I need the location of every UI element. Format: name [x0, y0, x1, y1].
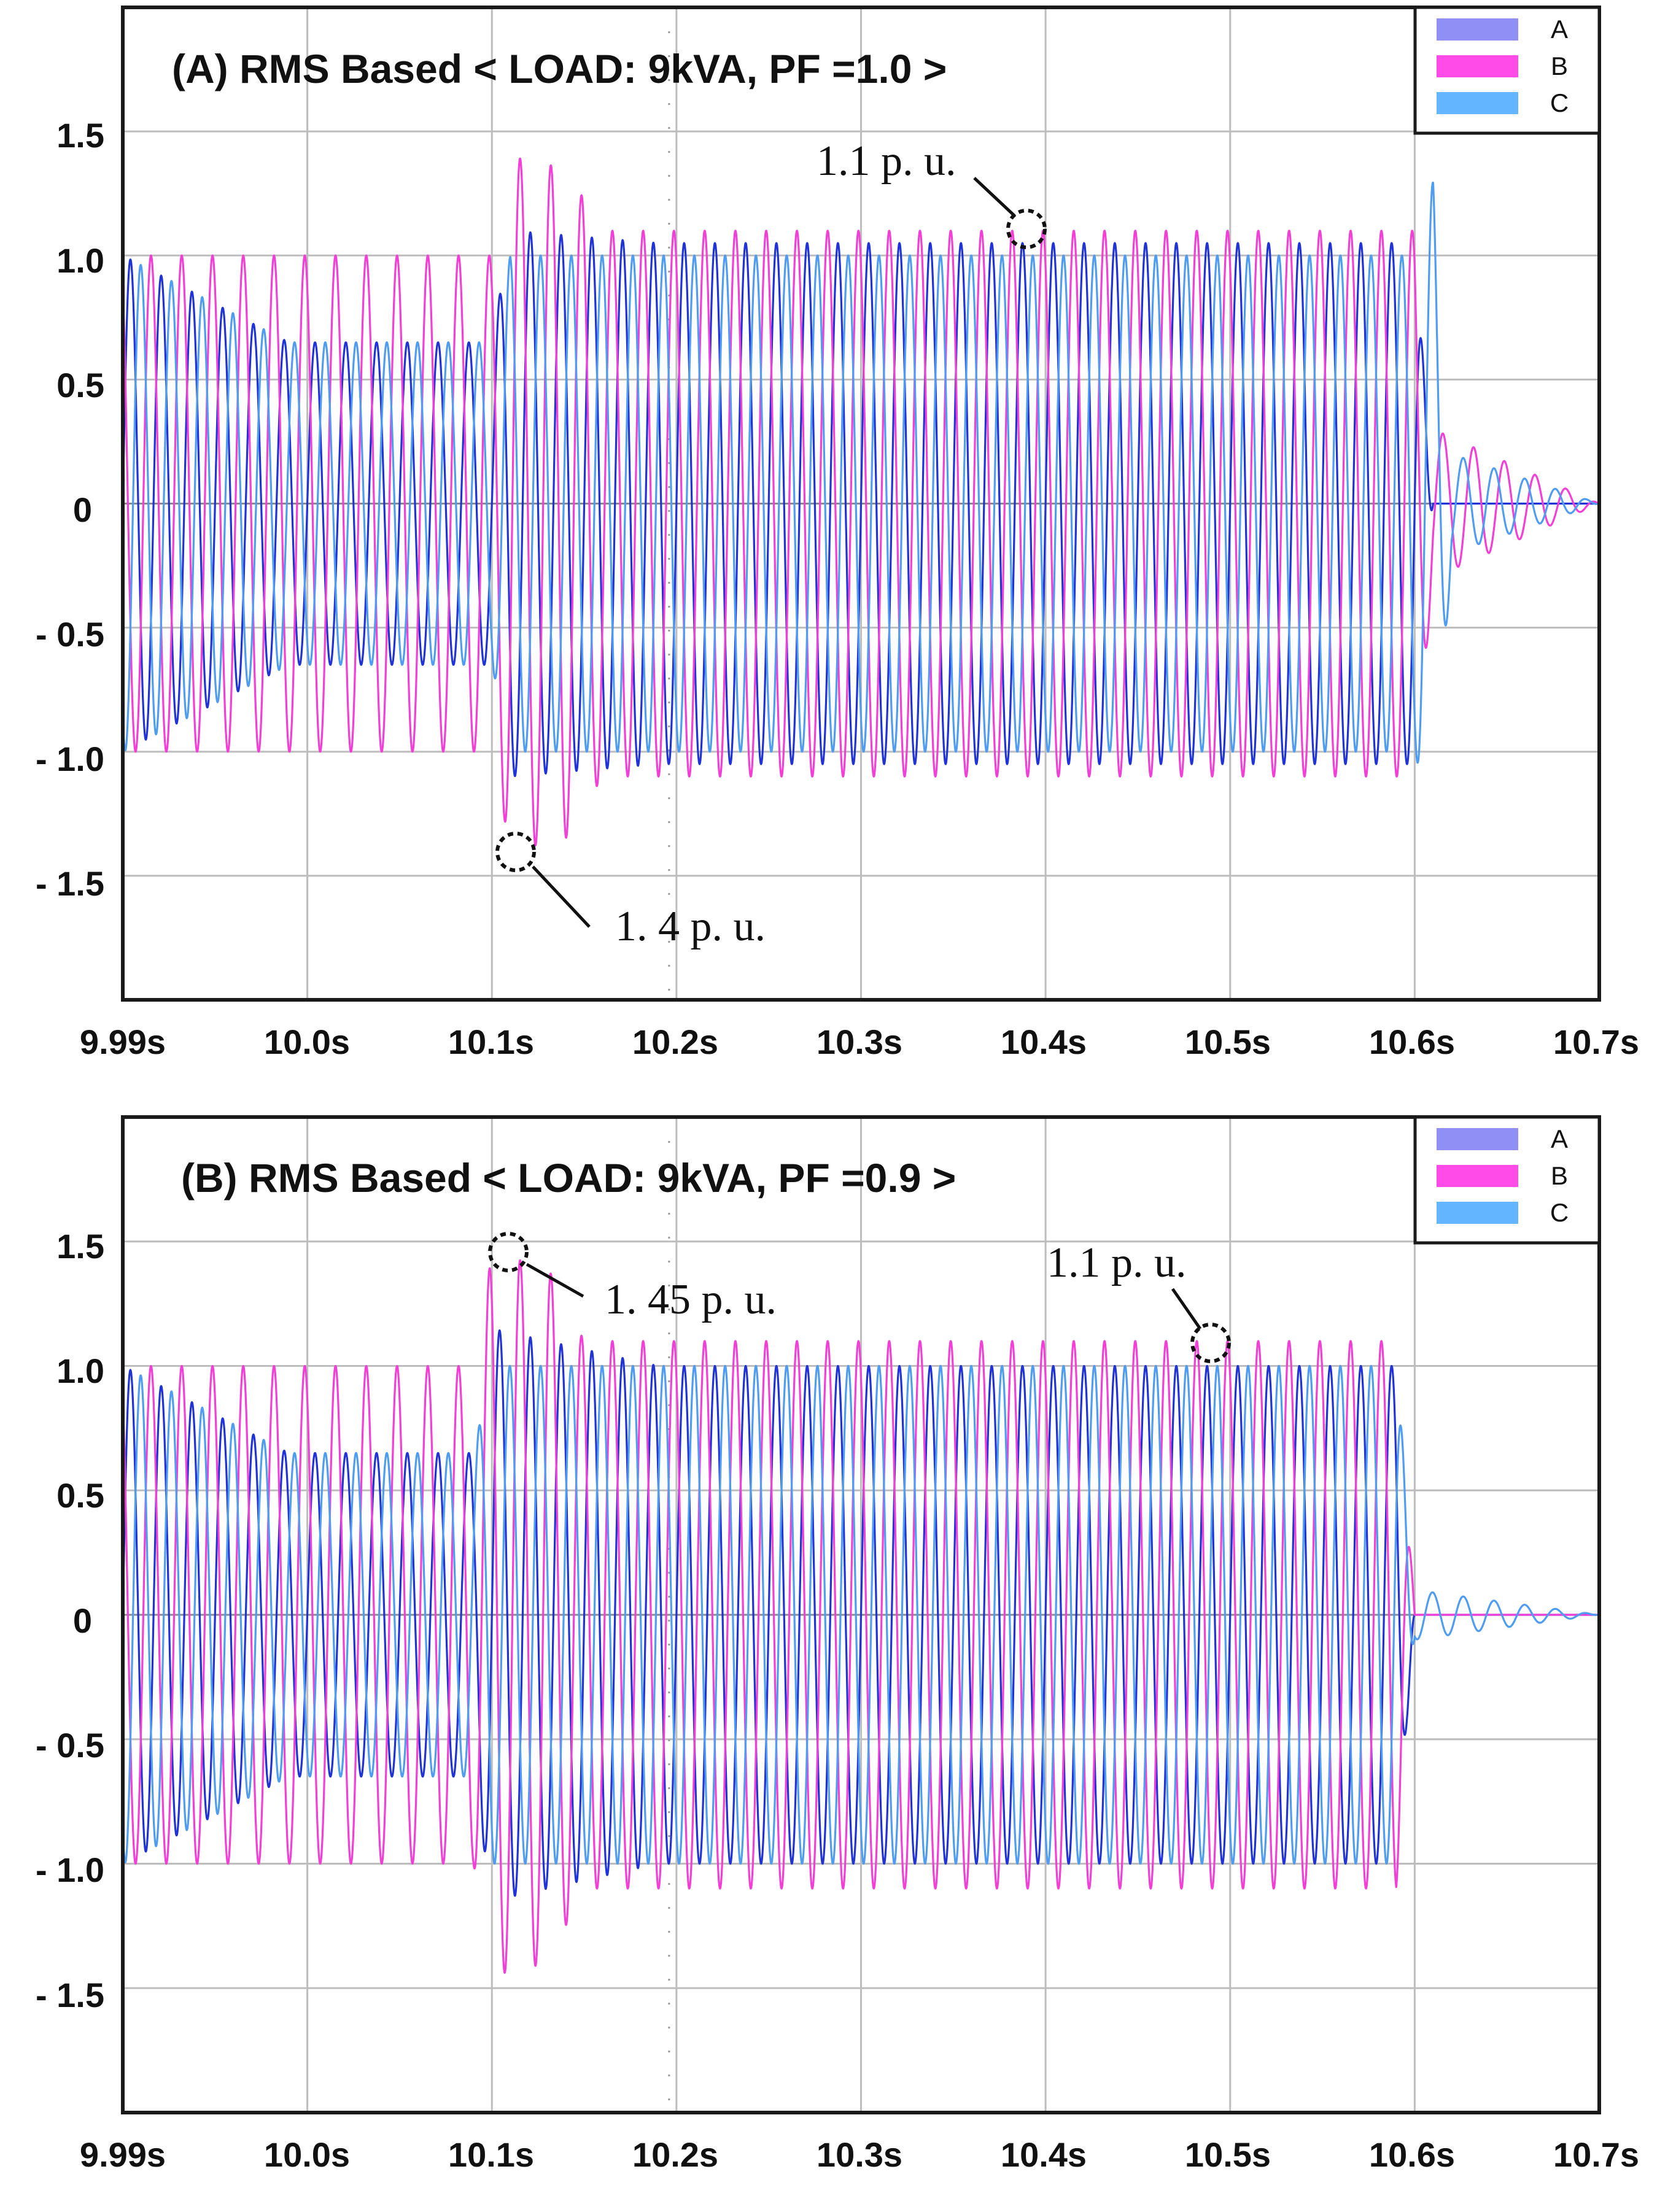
panel-b-legend-swatch-a [1437, 1128, 1518, 1150]
panel-a-legend-swatch-c [1437, 92, 1518, 114]
panel-a-annotation-1.4pu: 1. 4 p. u. [495, 832, 766, 950]
panel-a-xtick-9.99s: 9.99s [80, 1023, 166, 1061]
panel-a-xtick-10.3s: 10.3s [817, 1023, 902, 1061]
panel-b-xtick-10.2s: 10.2s [632, 2135, 718, 2174]
panel-b-xtick-10.4s: 10.4s [1001, 2135, 1087, 2174]
panel-b: (B) RMS Based < LOAD: 9kVA, PF =0.9 > 1.… [36, 1115, 1639, 2174]
panel-a-xtick-10.0s: 10.0s [264, 1023, 350, 1061]
panel-a-legend-label-c: C [1550, 88, 1569, 117]
panel-a-legend: A B C [1413, 6, 1601, 135]
panel-a-xtick-10.6s: 10.6s [1369, 1023, 1455, 1061]
panel-b-ytick-neg1.5: - 1.5 [36, 1976, 104, 2014]
panel-a: (A) RMS Based < LOAD: 9kVA, PF =1.0 > 1.… [36, 6, 1639, 1061]
panel-b-xtick-10.3s: 10.3s [817, 2135, 902, 2174]
panel-b-legend-label-c: C [1550, 1198, 1569, 1227]
panel-a-legend-swatch-b [1437, 55, 1518, 77]
panel-a-annotation-1.4pu-text: 1. 4 p. u. [615, 903, 766, 950]
panel-a-annotation-1.1pu: 1.1 p. u. [817, 137, 1047, 249]
panel-b-xtick-10.7s: 10.7s [1553, 2135, 1639, 2174]
panel-b-series-b-line [122, 1259, 1600, 1974]
panel-b-ytick-1.0: 1.0 [56, 1352, 104, 1390]
panel-a-legend-label-a: A [1551, 15, 1568, 44]
panel-b-plot-border [121, 1115, 1601, 2114]
panel-a-xtick-10.5s: 10.5s [1185, 1023, 1271, 1061]
panel-b-ytick-neg1.0: - 1.0 [36, 1850, 104, 1889]
panel-b-legend: A B C [1413, 1115, 1601, 1245]
panel-a-annotation-1.1pu-text: 1.1 p. u. [817, 137, 956, 185]
panel-a-xtick-10.1s: 10.1s [448, 1023, 534, 1061]
panel-b-xtick-10.6s: 10.6s [1369, 2135, 1455, 2174]
panel-b-xtick-10.5s: 10.5s [1185, 2135, 1271, 2174]
panel-b-annotation-1.1pu-leader [1171, 1288, 1202, 1330]
panel-b-legend-swatch-c [1437, 1202, 1518, 1224]
panel-b-annotation-1.45pu: 1. 45 p. u. [488, 1232, 777, 1323]
panel-b-annotation-1.45pu-marker [488, 1232, 529, 1272]
panel-a-title: (A) RMS Based < LOAD: 9kVA, PF =1.0 > [172, 46, 947, 91]
panel-b-annotation-1.1pu-text: 1.1 p. u. [1047, 1239, 1187, 1286]
panel-b-annotation-1.1pu-marker [1190, 1323, 1231, 1363]
panel-b-xtick-10.1s: 10.1s [448, 2135, 534, 2174]
panel-a-ytick-1.0: 1.0 [56, 241, 104, 280]
panel-b-series-a-line [122, 1329, 1600, 1897]
panel-b-legend-label-b: B [1551, 1161, 1568, 1190]
panel-a-xtick-10.7s: 10.7s [1553, 1023, 1639, 1061]
panel-a-series-b-line [122, 157, 1600, 846]
panel-a-traces [122, 157, 1600, 846]
panel-a-annotation-1.4pu-marker [495, 832, 536, 872]
panel-a-ytick-neg1.0: - 1.0 [36, 740, 104, 778]
panel-b-xtick-9.99s: 9.99s [80, 2135, 166, 2174]
panel-a-annotation-1.1pu-leader [973, 177, 1016, 217]
panel-b-legend-label-a: A [1551, 1124, 1568, 1153]
panel-a-legend-swatch-a [1437, 18, 1518, 41]
panel-a-annotation-1.4pu-leader [532, 865, 591, 928]
panel-b-legend-swatch-b [1437, 1165, 1518, 1187]
panel-b-ytick-1.5: 1.5 [56, 1227, 104, 1266]
panel-b-ytick-0: 0 [73, 1601, 92, 1640]
panel-b-annotation-1.45pu-leader [526, 1263, 584, 1298]
panel-b-traces [122, 1259, 1600, 1974]
panel-b-ytick-neg0.5: - 0.5 [36, 1726, 104, 1765]
panel-b-annotation-1.1pu: 1.1 p. u. [1047, 1239, 1231, 1363]
panel-b-xtick-10.0s: 10.0s [264, 2135, 350, 2174]
panel-a-ytick-0: 0 [73, 490, 92, 529]
panel-a-xtick-10.4s: 10.4s [1001, 1023, 1087, 1061]
panel-a-legend-label-b: B [1551, 52, 1568, 80]
panel-a-ytick-neg0.5: - 0.5 [36, 615, 104, 654]
panel-a-plot-border [121, 6, 1601, 1002]
panel-a-ytick-neg1.5: - 1.5 [36, 864, 104, 903]
panel-a-series-a-line [122, 231, 1600, 778]
panel-b-series-c-line [122, 1364, 1600, 1865]
panel-b-ytick-0.5: 0.5 [56, 1476, 104, 1515]
panel-a-ytick-1.5: 1.5 [56, 116, 104, 155]
panel-a-xtick-10.2s: 10.2s [632, 1023, 718, 1061]
panel-a-ytick-0.5: 0.5 [56, 366, 104, 404]
panel-a-series-c-line [122, 181, 1600, 764]
panel-b-title: (B) RMS Based < LOAD: 9kVA, PF =0.9 > [181, 1155, 956, 1201]
panel-b-annotation-1.45pu-text: 1. 45 p. u. [605, 1276, 777, 1323]
panel-a-annotation-1.1pu-marker [1006, 209, 1047, 249]
